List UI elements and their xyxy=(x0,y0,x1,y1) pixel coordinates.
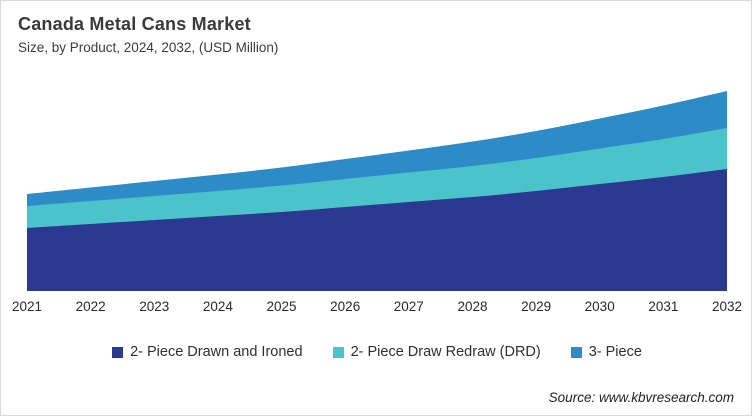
x-axis-label: 2031 xyxy=(648,299,679,314)
legend-label: 2- Piece Draw Redraw (DRD) xyxy=(350,344,541,360)
x-axis: 2021 2022 2023 2024 2025 2026 2027 2028 2029 2030… xyxy=(1,299,751,319)
x-axis-label: 2025 xyxy=(266,299,297,314)
legend-swatch-icon xyxy=(332,346,344,358)
x-axis-label: 2021 xyxy=(11,299,43,314)
legend-item: 2- Piece Draw Redraw (DRD) xyxy=(332,344,541,360)
chart-header: Canada Metal Cans Market Size, by Produc… xyxy=(18,13,278,56)
legend-swatch-icon xyxy=(112,346,124,358)
x-axis-label: 2028 xyxy=(457,299,488,314)
legend-label: 3- Piece xyxy=(588,344,642,360)
area-series-1 xyxy=(27,169,727,291)
chart-title: Canada Metal Cans Market xyxy=(18,14,251,34)
x-axis-label: 2023 xyxy=(139,299,170,314)
legend-item: 2- Piece Drawn and Ironed xyxy=(112,344,303,360)
legend-swatch-icon xyxy=(570,346,582,358)
x-axis-label: 2026 xyxy=(330,299,361,314)
x-axis-label: 2030 xyxy=(584,299,615,314)
chart-subtitle: Size, by Product, 2024, 2032, (USD Milli… xyxy=(18,39,279,55)
x-axis-label: 2022 xyxy=(75,299,106,314)
legend-item: 3- Piece xyxy=(570,344,642,360)
source-credit: Source: www.kbvresearch.com xyxy=(548,390,734,405)
x-axis-label: 2027 xyxy=(393,299,424,314)
legend: 2- Piece Drawn and Ironed 2- Piece Draw R… xyxy=(1,344,751,360)
x-axis-label: 2032 xyxy=(711,299,743,314)
x-axis-label: 2029 xyxy=(521,299,552,314)
legend-label: 2- Piece Drawn and Ironed xyxy=(130,344,303,360)
x-axis-label: 2024 xyxy=(202,299,233,314)
